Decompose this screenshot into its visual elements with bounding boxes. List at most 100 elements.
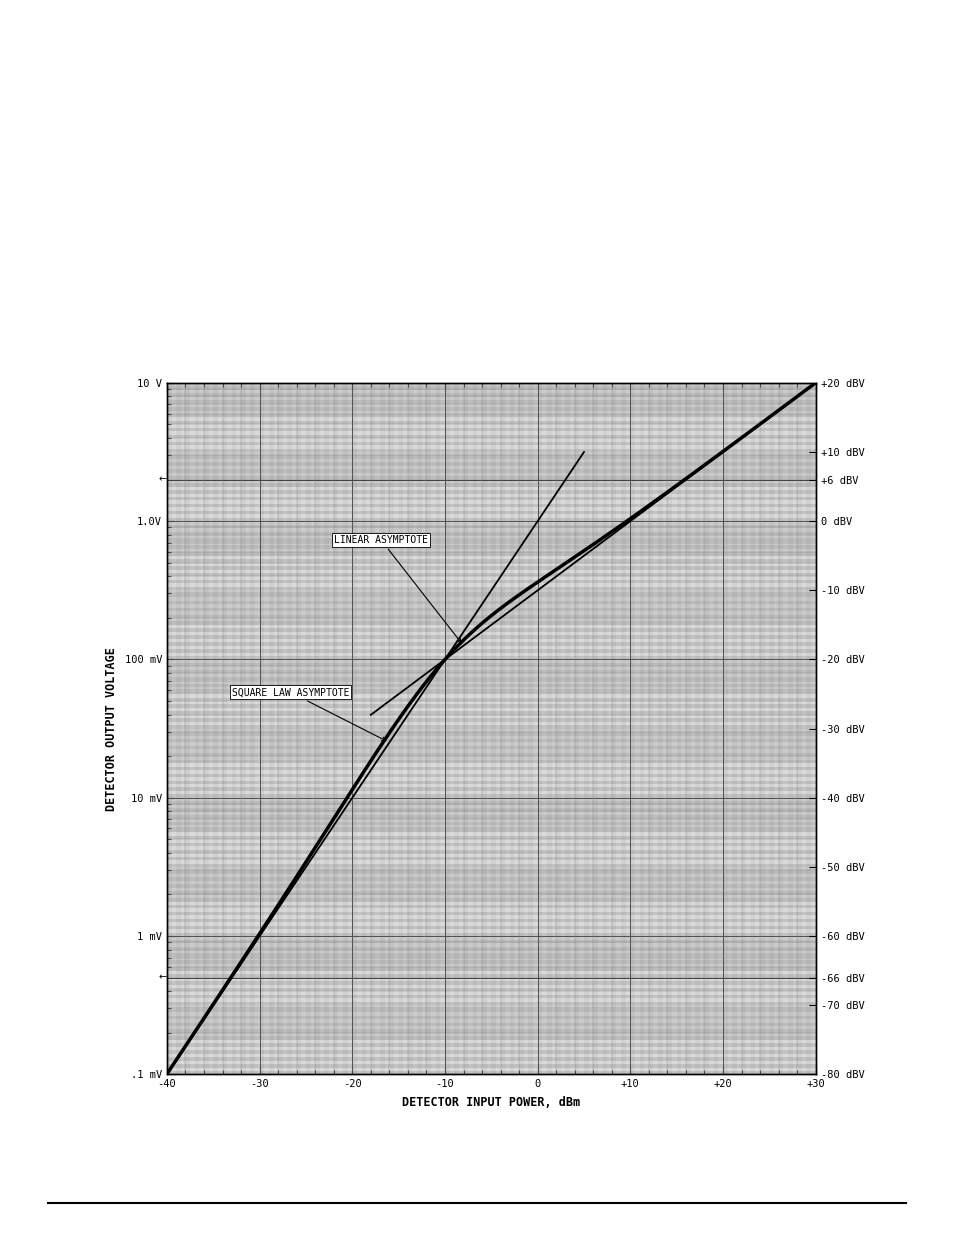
Bar [421,383,426,1074]
Bar [167,1047,815,1050]
Bar [509,383,514,1074]
Bar [583,383,588,1074]
Bar [217,383,222,1074]
Bar [662,383,667,1074]
Bar [167,573,815,577]
Bar [167,842,815,846]
Bar [167,684,815,687]
Bar [394,383,398,1074]
Bar [167,742,815,746]
Bar [167,784,815,788]
Bar [167,853,815,857]
Bar [167,881,815,884]
Bar [167,487,815,490]
Bar [606,383,611,1074]
Bar [565,383,570,1074]
Bar [167,556,815,559]
Bar [167,566,815,569]
Bar [727,383,732,1074]
Bar [167,452,815,487]
Bar [389,383,394,1074]
Bar [167,978,815,981]
Bar [463,383,468,1074]
Bar [167,777,815,781]
Bar [491,383,496,1074]
Bar [167,721,815,725]
Bar [167,629,815,632]
Bar [797,383,801,1074]
Bar [167,1032,815,1036]
Bar [167,781,815,784]
Bar [167,819,815,823]
Text: ←: ← [158,474,167,484]
Text: SQUARE LAW ASYMPTOTE: SQUARE LAW ASYMPTOTE [232,688,385,741]
Bar [167,383,815,387]
Bar [700,383,703,1074]
Bar [167,608,815,611]
Bar [658,383,662,1074]
Bar [523,383,528,1074]
Bar [167,988,815,992]
Bar [703,383,708,1074]
Bar [713,383,718,1074]
Bar [167,387,815,390]
Bar [167,923,815,926]
Bar [167,552,815,556]
Bar [444,383,449,1074]
Bar [301,383,306,1074]
Bar [431,383,436,1074]
Bar [167,421,815,425]
Bar [167,971,815,974]
Bar [167,1071,815,1074]
Bar [167,687,815,690]
Bar [329,383,334,1074]
Bar [296,383,301,1074]
Bar [167,587,815,590]
Bar [347,383,352,1074]
Bar [167,594,815,598]
Bar [167,563,815,566]
Bar [167,877,815,881]
Bar [167,1065,815,1067]
Bar [167,559,815,563]
Bar [167,531,815,535]
Bar [167,590,815,625]
Bar [176,383,181,1074]
Bar [379,383,384,1074]
Bar [278,383,282,1074]
Bar [167,580,815,583]
Bar [366,383,371,1074]
Bar [167,479,815,483]
Bar [167,390,815,393]
Bar [486,383,491,1074]
Bar [630,383,635,1074]
Bar [167,569,815,573]
Bar [440,383,444,1074]
Bar [361,383,366,1074]
Bar [167,615,815,618]
Bar [676,383,680,1074]
Y-axis label: DETECTOR OUTPUT VOLTAGE: DETECTOR OUTPUT VOLTAGE [105,647,117,810]
Bar [167,663,815,667]
Bar [167,739,815,742]
Bar [306,383,311,1074]
Bar [167,963,815,967]
Bar [167,694,815,698]
Bar [167,408,815,410]
Bar [167,915,815,919]
Bar [167,902,815,905]
Bar [810,383,815,1074]
Bar [533,383,537,1074]
Bar [167,1023,815,1026]
Bar [167,521,815,556]
Bar [167,635,815,638]
Bar [570,383,574,1074]
Bar [167,763,815,767]
Bar [167,625,815,629]
Bar [167,1009,815,1013]
Bar [167,729,815,763]
Bar [468,383,473,1074]
Bar [167,863,815,867]
Bar [643,383,648,1074]
Bar [213,383,217,1074]
